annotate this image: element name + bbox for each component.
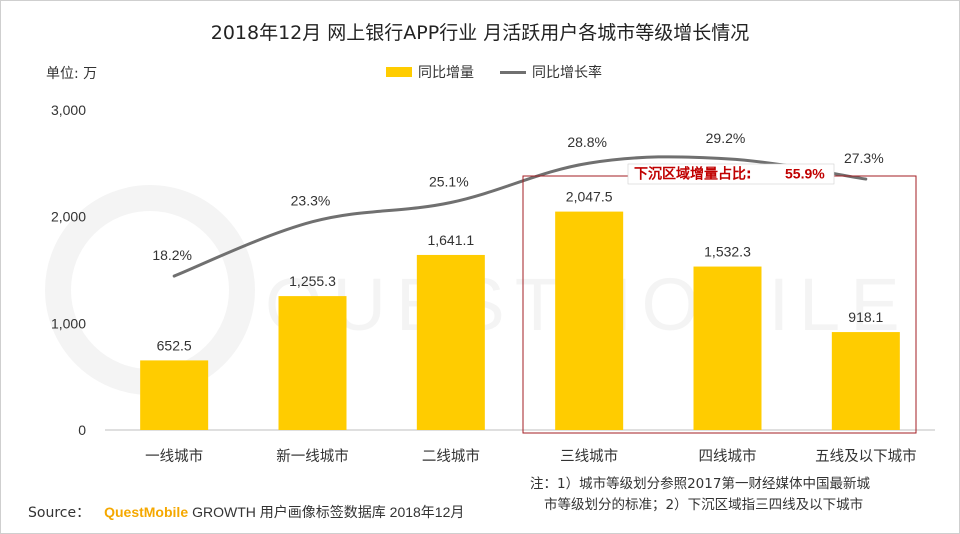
legend-bar-label: 同比增量	[418, 65, 474, 81]
rate-value-label: 25.1%	[429, 174, 469, 190]
legend: 同比增量 同比增长率	[386, 62, 602, 82]
bar-6	[831, 332, 900, 430]
x-category-label: 三线城市	[560, 448, 618, 465]
rate-value-label: 23.3%	[291, 193, 331, 209]
legend-line-label: 同比增长率	[532, 65, 602, 81]
bar-1	[140, 360, 209, 430]
bar-3	[416, 254, 485, 430]
growth-rate-line	[172, 155, 868, 278]
bar-5	[693, 266, 762, 430]
x-category-label: 二线城市	[422, 448, 480, 465]
footnote-line-2: 市等级划分的标准；2）下沉区域指三四线及以下城市	[544, 497, 864, 513]
source-line: Source： QuestMobile GROWTH 用户画像标签数据库 2018年…	[28, 502, 464, 522]
x-category-label: 五线及以下城市	[815, 448, 917, 465]
y-tick-label: 2,000	[51, 209, 86, 225]
bar-value-label: 1,255.3	[289, 273, 336, 289]
legend-line-swatch	[500, 70, 526, 74]
x-category-label: 新一线城市	[276, 448, 349, 465]
footnote: 注：1）城市等级划分参照2017第一财经媒体中国最新城 市等级划分的标准；2）下…	[530, 474, 930, 516]
bar-value-label: 652.5	[157, 337, 192, 353]
rate-value-label: 18.2%	[152, 247, 192, 263]
x-category-label: 一线城市	[145, 448, 203, 465]
bar-value-label: 1,532.3	[704, 244, 751, 260]
rate-value-label: 29.2%	[706, 130, 746, 146]
bar-value-label: 918.1	[848, 309, 883, 325]
y-tick-label: 1,000	[51, 315, 86, 331]
bar-4	[555, 211, 624, 430]
chart-title: 2018年12月 网上银行APP行业 月活跃用户各城市等级增长情况	[210, 22, 750, 44]
source-brand: QuestMobile	[104, 504, 189, 520]
unit-label: 单位: 万	[46, 66, 98, 82]
bar-2	[278, 296, 347, 430]
footnote-line-1: 注：1）城市等级划分参照2017第一财经媒体中国最新城	[530, 476, 870, 492]
bar-value-label: 1,641.1	[427, 232, 474, 248]
source-rest: GROWTH 用户画像标签数据库 2018年12月	[192, 504, 465, 520]
rate-value-label: 27.3%	[844, 150, 884, 166]
legend-bar-swatch	[386, 67, 412, 77]
source-prefix: Source：	[28, 505, 91, 521]
callout-box	[627, 163, 835, 185]
y-tick-label: 3,000	[51, 102, 86, 118]
rate-value-label: 28.8%	[567, 134, 607, 150]
bar-value-label: 2,047.5	[566, 189, 613, 205]
y-tick-label: 0	[78, 422, 86, 438]
watermark-logo	[45, 185, 255, 395]
callout-label: 下沉区域增量占比:	[634, 166, 752, 183]
callout-value: 55.9%	[785, 166, 825, 182]
x-category-label: 四线城市	[699, 448, 757, 465]
